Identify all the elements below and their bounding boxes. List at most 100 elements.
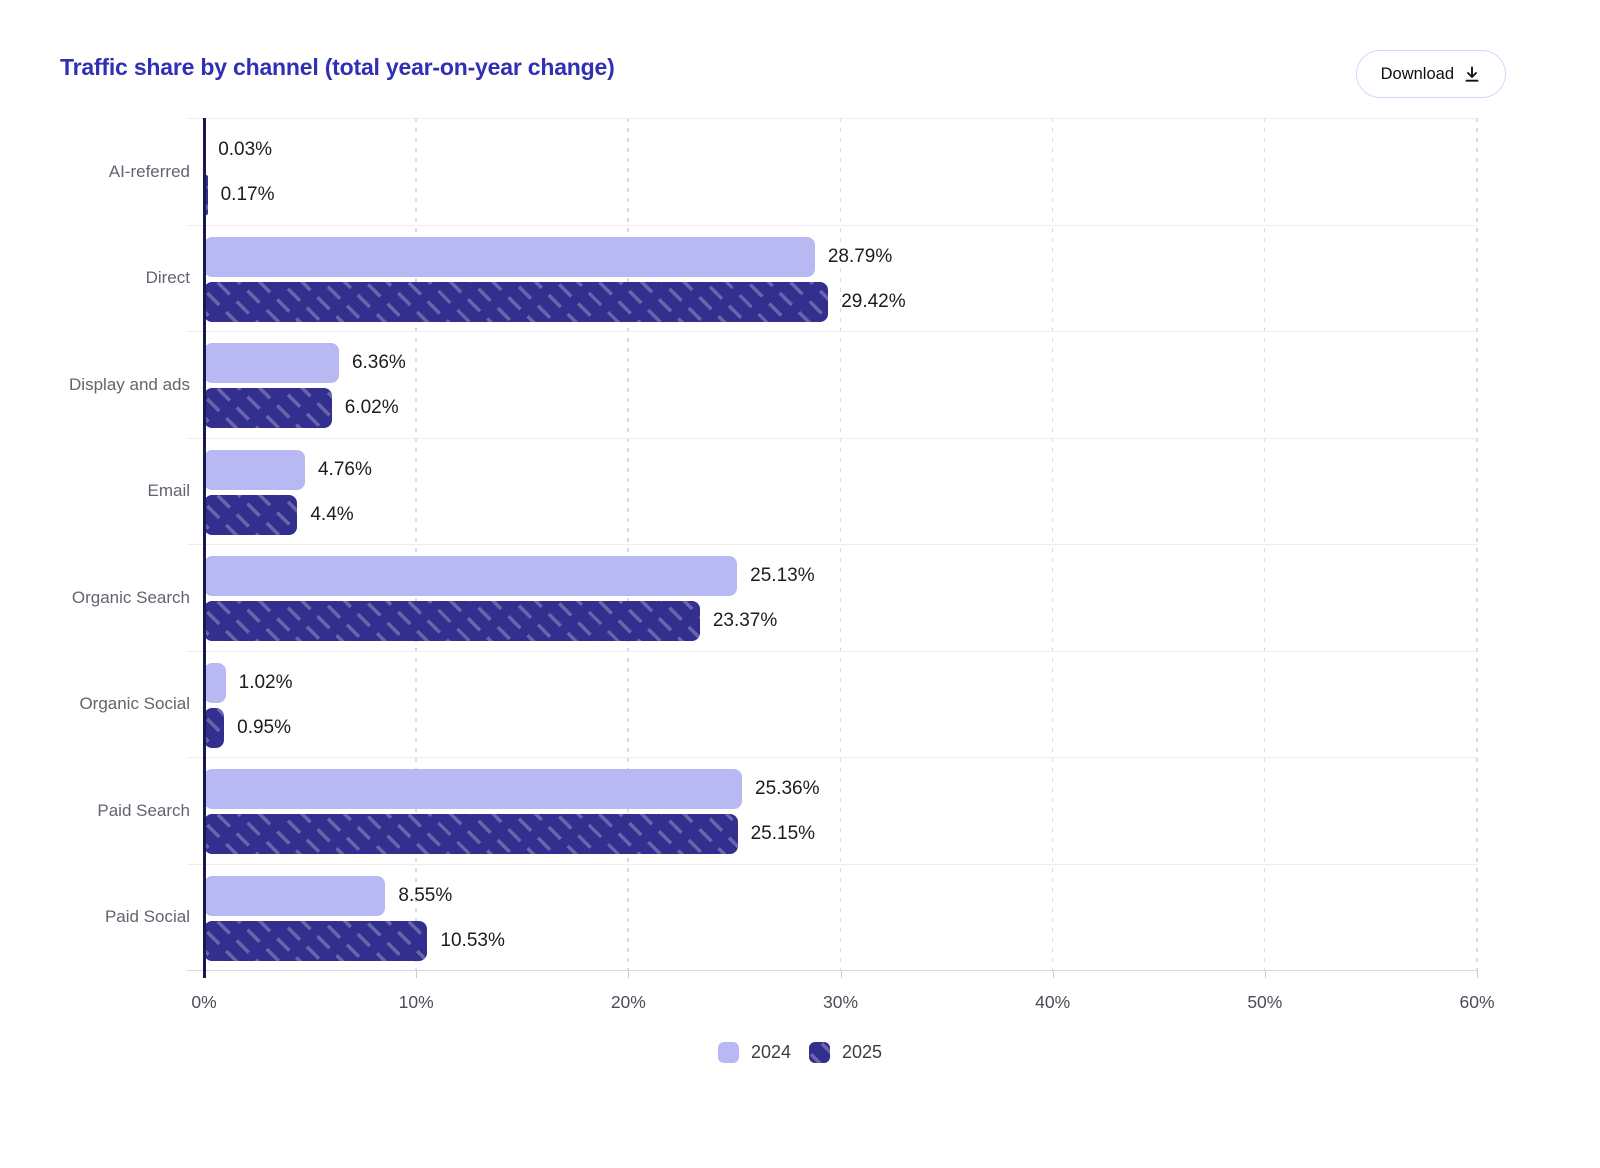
legend-swatch [809, 1042, 830, 1063]
value-label: 0.03% [218, 139, 273, 160]
value-label: 0.17% [220, 184, 275, 205]
legend-item-2024[interactable]: 2024 [717, 1042, 791, 1063]
bar-line: 4.4% [204, 494, 1477, 535]
legend: 2024 2025 [0, 1042, 1600, 1063]
bar-2025 [204, 281, 829, 322]
download-button[interactable]: Download [1355, 50, 1506, 98]
legend-swatch [717, 1042, 739, 1063]
value-label: 4.76% [317, 458, 372, 480]
value-label: 6.02% [344, 397, 399, 418]
category-label: AI-referred [108, 161, 190, 181]
category-label: Paid Social [104, 907, 190, 927]
chart-title: Traffic share by channel (total year-on-… [60, 54, 615, 80]
category-row: AI-referred 0.03% 0.17% [109, 118, 1477, 225]
value-label: 28.79% [827, 245, 893, 267]
legend-item-2025[interactable]: 2025 [809, 1042, 882, 1063]
value-label: 25.15% [750, 823, 816, 844]
chart-header: Traffic share by channel (total year-on-… [60, 50, 1506, 98]
bar-line: 6.02% [204, 388, 1477, 428]
bar-2024 [204, 236, 815, 277]
bar-2024 [204, 343, 339, 383]
bar-line: 25.15% [204, 814, 1477, 854]
category-row: Organic Search 25.13% 23.37% [72, 544, 1477, 651]
plot-area: AI-referred 0.03% 0.17% Direct 28.79% 29… [69, 118, 1495, 1012]
x-tick-mark [840, 970, 842, 978]
value-label: 0.95% [237, 716, 292, 738]
x-tick-label: 20% [610, 992, 646, 1012]
category-row: Organic Social 1.02% 0.95% [79, 650, 1477, 758]
bar-group: 4.76% 4.4% [204, 439, 1477, 535]
category-row: Paid Search 25.36% 25.15% [97, 757, 1477, 864]
download-button-label: Download [1380, 64, 1454, 83]
x-axis: 0% 10% 20% 30% 40% 50% 60% [191, 970, 1495, 1016]
x-tick-mark [416, 970, 418, 978]
category-row: Email 4.76% 4.4% [147, 437, 1477, 545]
bar-2025 [204, 175, 208, 215]
bar-2025 [204, 388, 332, 428]
x-tick-label: 30% [822, 992, 859, 1012]
bar-line: 1.02% [204, 662, 1477, 703]
bar-2025 [204, 920, 428, 961]
x-tick-mark [628, 970, 630, 978]
bar-line: 23.37% [204, 601, 1477, 641]
download-icon [1463, 65, 1481, 83]
bar-line: 28.79% [204, 236, 1477, 277]
bar-group: 6.36% 6.02% [204, 332, 1477, 428]
x-tick-label: 50% [1247, 992, 1283, 1012]
category-row: Display and ads 6.36% 6.02% [69, 331, 1477, 438]
bar-line: 4.76% [204, 449, 1477, 490]
category-label: Organic Search [71, 587, 190, 607]
bar-line: 8.55% [204, 875, 1477, 916]
legend-label: 2025 [842, 1042, 883, 1062]
bar-2025 [204, 707, 225, 748]
x-tick-label: 10% [398, 992, 434, 1012]
bar-group: 28.79% 29.42% [204, 226, 1477, 322]
category-label: Organic Social [79, 694, 190, 714]
value-label: 8.55% [398, 884, 453, 906]
bar-2025 [204, 494, 298, 535]
bar-2024 [204, 875, 386, 916]
bar-line: 25.36% [204, 769, 1477, 809]
bar-2025 [204, 601, 700, 641]
category-label: Paid Search [97, 800, 190, 820]
value-label: 6.36% [351, 352, 406, 373]
value-label: 23.37% [712, 610, 778, 631]
legend-label: 2024 [750, 1042, 791, 1062]
category-label: Email [147, 481, 190, 501]
bar-group: 25.13% 23.37% [204, 545, 1477, 641]
bar-group: 1.02% 0.95% [204, 652, 1477, 748]
value-label: 25.13% [750, 565, 815, 586]
bar-2025 [204, 814, 738, 854]
value-label: 10.53% [440, 929, 505, 951]
x-tick-mark [1264, 970, 1266, 978]
bar-line: 0.17% [204, 175, 1477, 215]
bar-line: 10.53% [204, 920, 1477, 961]
x-tick-label: 40% [1035, 992, 1071, 1012]
bar-line: 0.03% [204, 130, 1477, 170]
bar-2024 [204, 662, 226, 703]
bar-2024 [204, 556, 738, 596]
bar-line: 29.42% [204, 281, 1477, 322]
value-label: 29.42% [841, 290, 906, 312]
bar-2024 [204, 449, 305, 490]
bar-line: 0.95% [204, 707, 1477, 748]
category-label: Display and ads [69, 374, 190, 394]
category-row: Paid Social 8.55% 10.53% [105, 863, 1477, 971]
x-tick-mark [1052, 970, 1054, 978]
category-row: Direct 28.79% 29.42% [146, 224, 1477, 332]
x-axis-baseline [187, 970, 1477, 971]
bar-line: 6.36% [204, 343, 1477, 383]
bar-line: 25.13% [204, 556, 1477, 596]
bar-2024 [204, 769, 743, 809]
bar-group: 8.55% 10.53% [204, 865, 1477, 961]
value-label: 1.02% [238, 671, 293, 693]
bar-group: 0.03% 0.17% [204, 119, 1477, 215]
value-label: 25.36% [755, 778, 820, 799]
x-tick-label: 0% [191, 992, 217, 1012]
y-axis-line [203, 118, 206, 978]
category-label: Direct [145, 268, 190, 288]
bar-group: 25.36% 25.15% [204, 758, 1477, 854]
x-tick-label: 60% [1459, 992, 1495, 1012]
x-tick-mark [1477, 970, 1478, 978]
